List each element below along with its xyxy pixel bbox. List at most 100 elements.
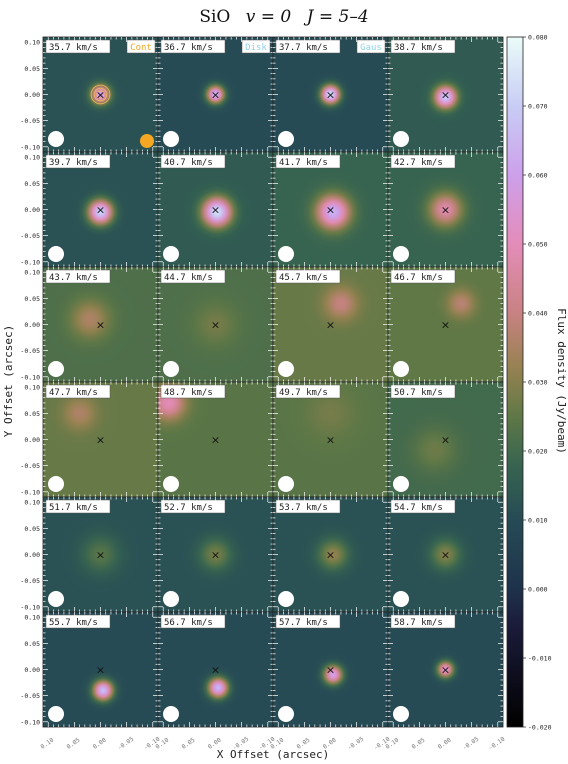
velocity-label: 53.7 km/s xyxy=(279,503,328,513)
center-marker: × xyxy=(441,204,450,217)
y-tick-label: 0.00 xyxy=(24,206,40,214)
x-tick-label: 0.05 xyxy=(66,737,82,751)
emission-map xyxy=(158,497,273,612)
beam-ellipse xyxy=(48,706,64,722)
colorbar-tick-label: 0.050 xyxy=(528,241,548,249)
y-tick-label: 0.10 xyxy=(24,614,40,622)
x-tick-label: -0.10 xyxy=(488,736,507,752)
y-tick-label: 0.00 xyxy=(24,666,40,674)
velocity-label: 51.7 km/s xyxy=(49,503,98,513)
y-tick-label: -0.10 xyxy=(20,373,40,381)
channel-panel: × 42.7 km/s xyxy=(387,151,504,268)
center-marker: × xyxy=(326,549,335,562)
channel-panel: × 39.7 km/s 0.10 0.05 0.00 -0.05 -0.10 xyxy=(20,151,159,268)
velocity-label: 38.7 km/s xyxy=(394,43,443,53)
y-tick-label: 0.05 xyxy=(24,525,40,533)
emission-map xyxy=(43,382,158,497)
y-tick-label: -0.05 xyxy=(20,692,40,700)
beam-ellipse xyxy=(393,591,409,607)
beam-ellipse xyxy=(163,361,179,377)
y-tick-label: 0.05 xyxy=(24,640,40,648)
channel-panel: × 40.7 km/s xyxy=(157,151,274,268)
beam-ellipse xyxy=(278,246,294,262)
channel-panel: × 43.7 km/s 0.10 0.05 0.00 -0.05 -0.10 xyxy=(20,266,159,383)
emission-map xyxy=(158,152,273,267)
velocity-label: 37.7 km/s xyxy=(279,43,328,53)
channel-panel: ×57.7 km/s0.10 0.05 0.00 -0.05 -0.10 xyxy=(269,611,392,752)
beam-ellipse xyxy=(393,131,409,147)
chart-title: SiO v = 0 J = 5–4 xyxy=(199,7,368,27)
velocity-label: 41.7 km/s xyxy=(279,158,328,168)
y-tick-label: 0.05 xyxy=(24,65,40,73)
beam-ellipse xyxy=(163,131,179,147)
beam-ellipse xyxy=(278,131,294,147)
center-marker: × xyxy=(96,89,105,102)
channel-panel: × 54.7 km/s xyxy=(387,496,504,613)
velocity-label: 54.7 km/s xyxy=(394,503,443,513)
beam-ellipse xyxy=(393,361,409,377)
channel-panel: × 45.7 km/s xyxy=(272,266,389,383)
y-tick-label: -0.10 xyxy=(20,258,40,266)
y-tick-label: -0.05 xyxy=(20,232,40,240)
legend-entry: Cont xyxy=(130,43,152,53)
center-marker: × xyxy=(211,434,220,447)
y-tick-label: 0.00 xyxy=(24,436,40,444)
center-marker: × xyxy=(326,204,335,217)
y-tick-label: -0.10 xyxy=(20,488,40,496)
emission-map xyxy=(43,152,158,267)
y-tick-label: 0.10 xyxy=(24,39,40,47)
channel-panel: × 37.7 km/s Gaus xyxy=(272,36,389,153)
colorbar-tick-label: 0.020 xyxy=(528,448,548,456)
emission-map xyxy=(43,497,158,612)
center-marker: × xyxy=(211,664,220,677)
channel-panel: × 49.7 km/s xyxy=(272,381,389,498)
legend-entry: Gaus xyxy=(360,43,382,53)
title-v-label: v = 0 xyxy=(246,7,292,27)
channel-panel: × 35.7 km/s Cont 0.10 0.05 0.00 -0.05 -0.10 xyxy=(20,36,159,153)
velocity-label: 57.7 km/s xyxy=(279,618,328,628)
center-marker: × xyxy=(211,89,220,102)
colorbar-tick-label: -0.020 xyxy=(528,724,552,732)
center-marker: × xyxy=(211,319,220,332)
continuum-beam xyxy=(140,134,154,148)
y-tick-label: 0.00 xyxy=(24,321,40,329)
center-marker: × xyxy=(96,319,105,332)
velocity-label: 43.7 km/s xyxy=(49,273,98,283)
channel-panel: ×56.7 km/s0.10 0.05 0.00 -0.05 -0.10 xyxy=(154,611,277,752)
colorbar: 0.080 0.070 0.060 0.050 0.040 0.030 0.020 0.010… xyxy=(506,34,552,732)
channel-panel: ×58.7 km/s0.10 0.05 0.00 -0.05 -0.10 xyxy=(384,611,507,752)
emission-map xyxy=(43,37,158,152)
beam-ellipse xyxy=(393,706,409,722)
center-marker: × xyxy=(441,549,450,562)
y-tick-label: 0.10 xyxy=(24,269,40,277)
center-marker: × xyxy=(326,434,335,447)
center-marker: × xyxy=(441,319,450,332)
y-tick-label: -0.05 xyxy=(20,117,40,125)
x-tick-label: 0.00 xyxy=(92,737,108,751)
beam-ellipse xyxy=(278,361,294,377)
beam-ellipse xyxy=(48,476,64,492)
continuum-contour xyxy=(93,87,108,102)
y-tick-label: 0.05 xyxy=(24,180,40,188)
center-marker: × xyxy=(96,549,105,562)
colorbar-gradient xyxy=(506,36,524,728)
velocity-label: 52.7 km/s xyxy=(164,503,213,513)
y-tick-label: -0.05 xyxy=(20,462,40,470)
colorbar-tick-label: 0.030 xyxy=(528,379,548,387)
channel-panel: × 50.7 km/s xyxy=(387,381,504,498)
emission-map xyxy=(158,37,273,152)
velocity-label: 42.7 km/s xyxy=(394,158,443,168)
emission-map xyxy=(273,497,388,612)
beam-ellipse xyxy=(393,476,409,492)
channel-panel: × 47.7 km/s 0.10 0.05 0.00 -0.05 -0.10 xyxy=(20,381,159,498)
colorbar-tick-label: 0.040 xyxy=(528,310,548,318)
emission-map xyxy=(273,37,388,152)
emission-map xyxy=(43,267,158,382)
colorbar-tick-label: 0.010 xyxy=(528,517,548,525)
beam-ellipse xyxy=(163,706,179,722)
y-tick-label: 0.05 xyxy=(24,295,40,303)
title-j-label: J = 5–4 xyxy=(304,7,369,27)
channel-panel: × 52.7 km/s xyxy=(157,496,274,613)
beam-ellipse xyxy=(393,246,409,262)
x-axis-label: X Offset (arcsec) xyxy=(217,748,330,761)
